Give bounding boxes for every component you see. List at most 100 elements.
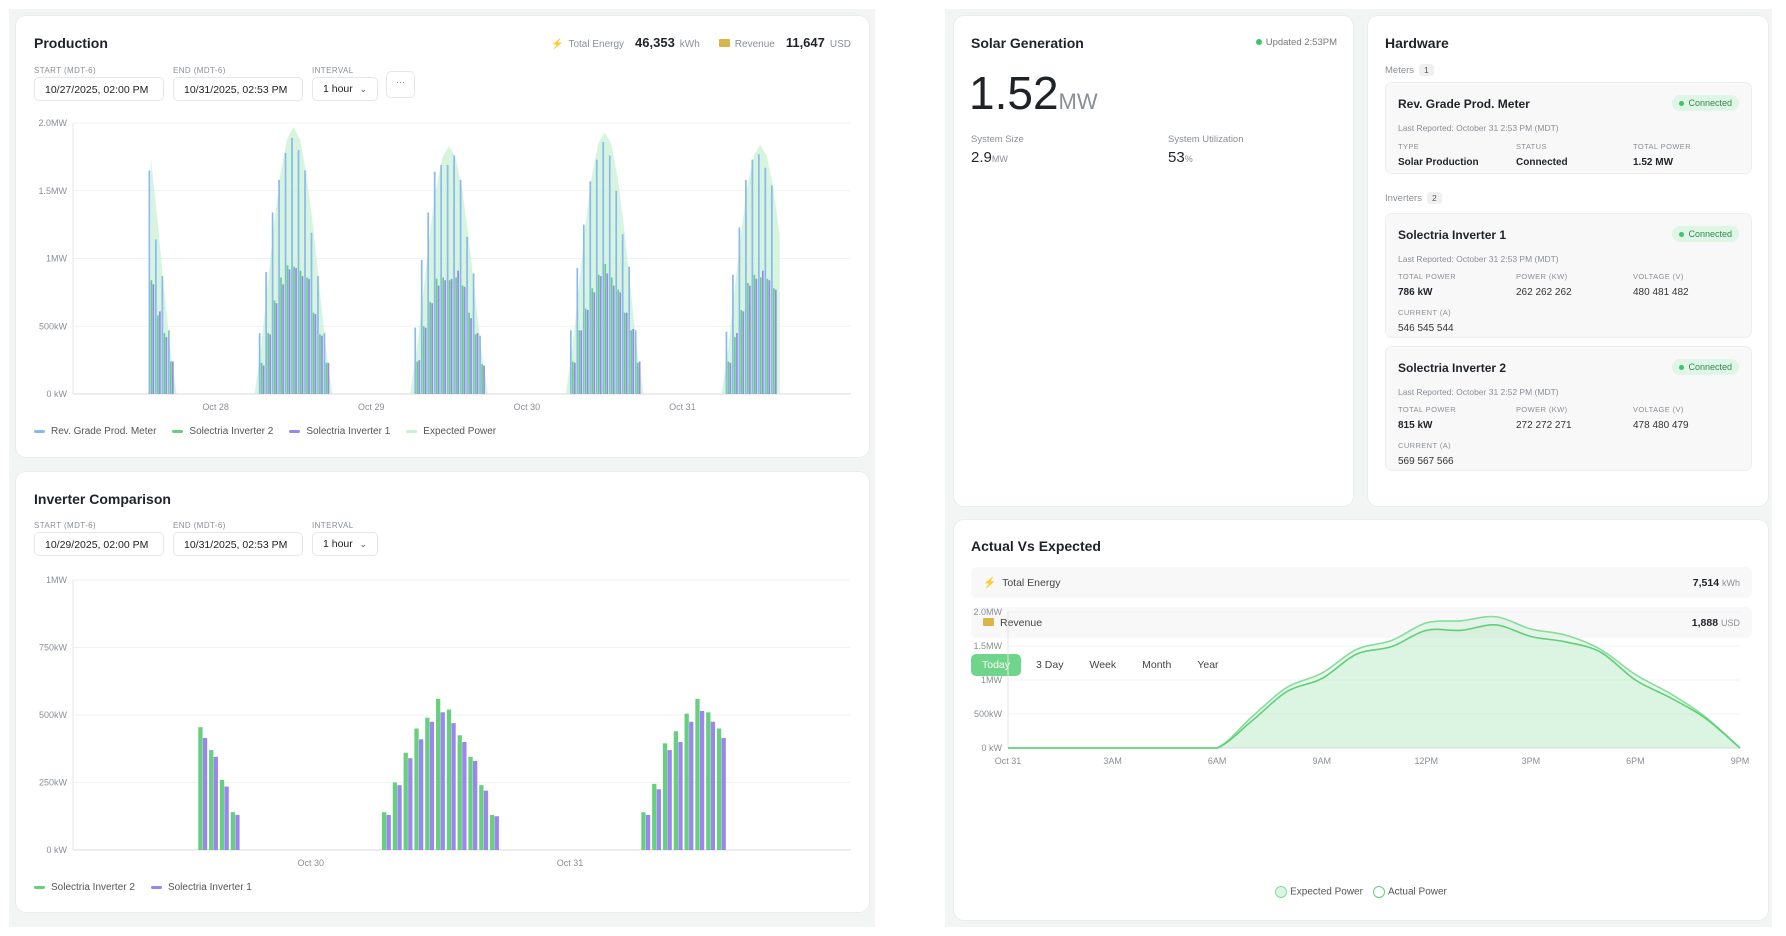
inverter-comparison-legend: Solectria Inverter 2 Solectria Inverter 1 (34, 882, 252, 893)
bar-solectria-inverter-1 (742, 311, 745, 394)
bar-solectria-inverter-1 (463, 286, 466, 394)
bar-solectria-inverter-2 (425, 717, 430, 850)
x-tick-label: 6PM (1626, 756, 1645, 766)
inverter-comparison-card: Inverter Comparison START (MDT-6) 10/29/… (16, 472, 869, 912)
y-tick-label: 500kW (39, 321, 68, 331)
revenue-label: Revenue (1000, 616, 1043, 629)
bar-rev-grade-prod-meter (615, 190, 618, 394)
x-tick-label: Oct 31 (995, 756, 1022, 766)
inverters-label: Inverters (1385, 193, 1422, 204)
legend-item[interactable]: Expected Power (406, 426, 496, 437)
bar-solectria-inverter-1 (224, 786, 229, 850)
bar-solectria-inverter-2 (429, 301, 432, 394)
area-actual-power (1008, 624, 1740, 748)
bar-solectria-inverter-2 (597, 274, 600, 394)
bar-solectria-inverter-1 (314, 314, 317, 394)
total-power-value: 815 kW (1398, 420, 1433, 431)
bar-solectria-inverter-2 (772, 288, 775, 394)
status-dot-icon (1679, 232, 1685, 238)
bar-solectria-inverter-1 (418, 739, 424, 850)
actual-vs-expected-legend: Expected Power Actual Power (954, 886, 1768, 898)
interval-select[interactable]: 1 hour ⌄ (312, 77, 378, 101)
more-options-button[interactable]: ··· (386, 71, 415, 98)
bar-solectria-inverter-1 (269, 334, 271, 394)
area-expected-power (1008, 616, 1740, 748)
bar-rev-grade-prod-meter (751, 159, 754, 394)
status-value: Connected (1516, 157, 1568, 168)
bar-solectria-inverter-1 (699, 710, 705, 850)
bar-solectria-inverter-1 (202, 737, 208, 850)
legend-item[interactable]: Solectria Inverter 2 (172, 426, 273, 437)
bar-solectria-inverter-1 (440, 712, 445, 850)
total-energy-label: Total Energy (568, 39, 625, 50)
bar-rev-grade-prod-meter (569, 330, 572, 394)
legend-item[interactable]: Solectria Inverter 1 (289, 426, 390, 437)
bar-solectria-inverter-2 (479, 785, 484, 850)
interval-select[interactable]: 1 hour ⌄ (312, 532, 378, 556)
bar-solectria-inverter-1 (625, 312, 628, 394)
tab-today[interactable]: Today (971, 654, 1022, 676)
legend-label: Solectria Inverter 1 (306, 426, 391, 437)
bar-solectria-inverter-2 (695, 698, 700, 850)
current-value: 546 545 544 (1398, 323, 1454, 334)
bar-rev-grade-prod-meter (317, 276, 319, 394)
bar-rev-grade-prod-meter (440, 165, 443, 394)
bar-solectria-inverter-1 (667, 750, 672, 850)
lightning-icon: ⚡ (550, 39, 564, 50)
y-tick-label: 1.5MW (973, 641, 1002, 651)
meter-name: Rev. Grade Prod. Meter (1398, 97, 1530, 111)
legend-item[interactable]: Rev. Grade Prod. Meter (34, 426, 156, 437)
bar-solectria-inverter-2 (747, 282, 749, 394)
legend-item[interactable]: Actual Power (1372, 886, 1447, 898)
bar-solectria-inverter-1 (593, 292, 596, 394)
money-icon (983, 617, 994, 626)
start-input[interactable]: 10/27/2025, 02:00 PM (34, 77, 164, 101)
bar-solectria-inverter-2 (280, 277, 282, 394)
bar-solectria-inverter-1 (172, 361, 174, 394)
bar-rev-grade-prod-meter (576, 267, 579, 394)
bar-rev-grade-prod-meter (433, 171, 436, 394)
actual-vs-expected-chart: 0 kW 500kW 1MW 1.5MW 2.0MW Oct 31 3AM 6AM 9AM 12P… (973, 607, 1749, 766)
bar-solectria-inverter-2 (474, 334, 477, 394)
bar-solectria-inverter-2 (662, 743, 668, 850)
status-badge: Connected (1672, 95, 1739, 111)
bar-solectria-inverter-1 (768, 280, 771, 394)
current-value: 1.52 (969, 67, 1059, 119)
end-input[interactable]: 10/31/2025, 02:53 PM (173, 532, 303, 556)
legend-item[interactable]: Expected Power (1275, 886, 1363, 898)
voltage-value: 478 480 479 (1633, 420, 1689, 431)
end-input[interactable]: 10/31/2025, 02:53 PM (173, 77, 303, 101)
legend-item[interactable]: Solectria Inverter 2 (34, 882, 135, 893)
bar-solectria-inverter-2 (584, 308, 587, 394)
bar-solectria-inverter-2 (468, 756, 473, 850)
bar-solectria-inverter-2 (442, 277, 445, 394)
bar-rev-grade-prod-meter (472, 273, 475, 394)
current-field: CURRENT (A) 569 567 566 (1398, 441, 1454, 467)
bar-solectria-inverter-1 (599, 276, 602, 394)
bar-solectria-inverter-1 (308, 278, 310, 394)
legend-item[interactable]: Solectria Inverter 1 (150, 882, 252, 893)
last-reported: Last Reported: October 31 2:52 PM (MDT) (1398, 387, 1559, 397)
bar-solectria-inverter-2 (652, 783, 657, 850)
inverter-card[interactable]: Solectria Inverter 1 Connected Last Repo… (1385, 213, 1752, 338)
system-size: 2.9MW (971, 149, 1008, 166)
tab-week[interactable]: Week (1089, 659, 1117, 671)
tab-3-day[interactable]: 3 Day (1036, 659, 1064, 671)
status-field: STATUS Connected (1516, 142, 1568, 168)
bar-rev-grade-prod-meter (628, 266, 631, 394)
bar-solectria-inverter-1 (580, 330, 583, 394)
tab-year[interactable]: Year (1197, 659, 1219, 671)
inverter-card[interactable]: Solectria Inverter 2 Connected Last Repo… (1385, 346, 1752, 471)
start-input[interactable]: 10/29/2025, 02:00 PM (34, 532, 164, 556)
bar-solectria-inverter-1 (152, 284, 155, 394)
bar-rev-grade-prod-meter (764, 167, 767, 394)
system-size-value: 2.9 (971, 149, 992, 166)
tab-month[interactable]: Month (1142, 659, 1172, 671)
system-size-unit: MW (991, 154, 1008, 164)
revenue: Revenue (983, 617, 1042, 629)
legend-label: Solectria Inverter 2 (51, 882, 135, 893)
legend-swatch (1275, 886, 1288, 898)
bar-rev-grade-prod-meter (459, 179, 462, 394)
x-tick-label: Oct 31 (557, 858, 584, 868)
meter-card[interactable]: Rev. Grade Prod. Meter Connected Last Re… (1385, 82, 1752, 174)
